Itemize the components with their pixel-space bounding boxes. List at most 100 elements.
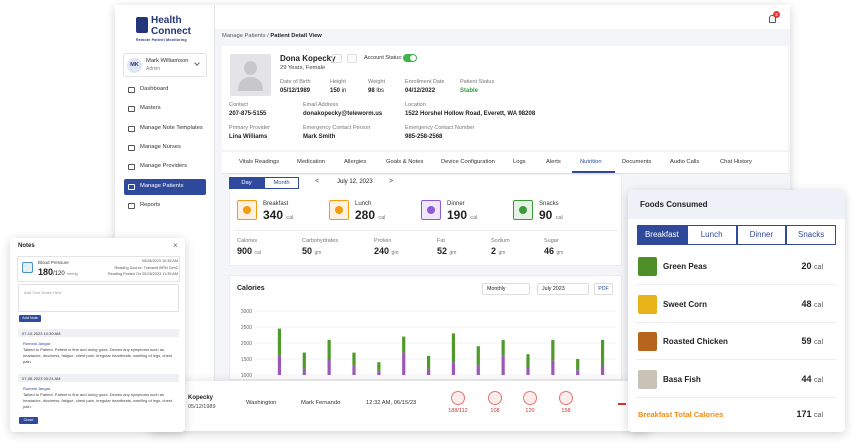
- reading-value: 108: [490, 408, 500, 414]
- note-input[interactable]: Add Your Notes Here: [18, 284, 179, 312]
- nutrition-card: [229, 174, 622, 266]
- field-number: 207-875-5155: [229, 111, 267, 117]
- nutrient-value: 900 cal: [237, 246, 261, 256]
- reading-meta: 05/28/2023 10:35 AM: [141, 259, 178, 263]
- field-label: Date of Birth: [280, 79, 311, 85]
- nav-icon: [128, 183, 135, 190]
- photo-body: [238, 77, 263, 91]
- nav-item[interactable]: Manage Nurses: [140, 143, 181, 150]
- diastolic: /120: [53, 271, 65, 277]
- nutrient-number: 46: [544, 246, 555, 256]
- entry-author: Romeal Jangar: [23, 386, 51, 391]
- nav-item[interactable]: Manage Providers: [140, 163, 188, 170]
- food-value: 48: [801, 298, 812, 309]
- foods-title: Foods Consumed: [640, 200, 708, 209]
- total-number: 171: [796, 409, 812, 419]
- food-calories: 59 cal: [802, 336, 823, 346]
- nav-item[interactable]: Masters: [140, 105, 161, 112]
- field-unit: lbs: [376, 88, 385, 94]
- prev[interactable]: <: [315, 178, 320, 185]
- food-calories: 20 cal: [802, 261, 823, 271]
- field-unit: in: [341, 88, 347, 94]
- reading-value: 158: [561, 408, 571, 414]
- field-number: 98: [368, 88, 375, 94]
- range-button[interactable]: Month: [264, 177, 299, 189]
- tab[interactable]: Medication: [297, 159, 326, 165]
- field-label: Primary Provider: [229, 125, 270, 131]
- nav-item[interactable]: Dashboard: [140, 86, 169, 92]
- field-label: Enrollment Date: [405, 79, 445, 85]
- avatar: MK: [127, 58, 142, 73]
- foods-header: [628, 190, 845, 219]
- tab[interactable]: Chat History: [720, 159, 752, 165]
- food-tab[interactable]: Snacks: [786, 225, 836, 245]
- entry-text: Talked to Patient. Patient is fine and d…: [23, 392, 172, 409]
- patient-name: Dona Kopecky: [280, 54, 336, 63]
- field-number: Stable: [460, 88, 479, 94]
- nutrient-value: 50 gm: [302, 246, 321, 256]
- next[interactable]: >: [389, 178, 394, 185]
- reading-icon: [488, 391, 502, 405]
- field-value: Lina Williams: [229, 134, 267, 140]
- reading-value: 120: [525, 408, 535, 414]
- divider: [234, 230, 617, 231]
- field-label: Height: [330, 79, 346, 85]
- tab[interactable]: Allergies: [344, 159, 367, 165]
- tab[interactable]: Documents: [622, 159, 652, 165]
- meal-number: 280: [355, 208, 376, 222]
- entry-time: 07-08-2023 03:24 AM: [18, 374, 179, 382]
- field-number: donakopecky@teleworm.us: [303, 111, 383, 117]
- nav-icon: [128, 87, 135, 93]
- nutrient-label: Sugar: [544, 238, 559, 244]
- status-label: Account Status:: [364, 55, 403, 61]
- tab[interactable]: Goals & Notes: [386, 159, 424, 165]
- food-tab[interactable]: Dinner: [736, 225, 787, 245]
- date-input[interactable]: July 2023: [537, 283, 589, 295]
- topbar: [215, 5, 790, 29]
- logo-line2: Connect: [151, 26, 191, 37]
- nutrient-unit: gm: [449, 250, 457, 256]
- tab[interactable]: Alerts: [546, 159, 561, 165]
- reading-icon: [523, 391, 537, 405]
- reading-unit: mmHg: [67, 272, 78, 276]
- reading-icon: [559, 391, 573, 405]
- food-unit: cal: [814, 301, 823, 309]
- tab[interactable]: Audio Calls: [670, 159, 700, 165]
- close-button[interactable]: Close: [19, 417, 38, 424]
- range-button[interactable]: Day: [229, 177, 264, 189]
- tab[interactable]: Device Configuration: [441, 159, 495, 165]
- bottom-strip: [150, 381, 650, 431]
- nutrient-label: Calories: [237, 238, 258, 244]
- pdf-button[interactable]: PDF: [594, 283, 613, 295]
- nav-item[interactable]: Reports: [140, 201, 161, 208]
- food-unit: cal: [814, 376, 823, 384]
- nav-item[interactable]: Manage Patients: [140, 182, 184, 189]
- field-number: 04/12/2022: [405, 88, 436, 94]
- tab[interactable]: Nutrition: [580, 159, 602, 165]
- badge: 2: [773, 11, 780, 18]
- nutrient-unit: gm: [556, 250, 564, 256]
- meal-number: 340: [263, 208, 284, 222]
- notes-close-icon[interactable]: ×: [173, 241, 178, 250]
- food-image: [638, 369, 657, 389]
- breadcrumb-current: Patient Detail View: [270, 33, 322, 39]
- systolic: 180: [38, 267, 54, 277]
- meal-glyph: [427, 206, 435, 214]
- period-select[interactable]: Monthly: [482, 283, 530, 295]
- nav-item[interactable]: Manage Note Templates: [140, 124, 203, 131]
- food-tab[interactable]: Lunch: [686, 225, 737, 245]
- reading-value: 188/112: [448, 408, 468, 414]
- nav-icon: [128, 202, 135, 209]
- tab[interactable]: Vitals Readings: [239, 159, 280, 165]
- meal-number: 190: [447, 208, 468, 222]
- field-label: Emergency Contact Person: [303, 125, 371, 131]
- nav-icon: [128, 106, 135, 113]
- tab[interactable]: Logs: [513, 159, 526, 165]
- reading-value: 180/120 mmHg: [38, 267, 78, 277]
- food-unit: cal: [814, 339, 823, 346]
- food-tab[interactable]: Breakfast: [637, 225, 687, 245]
- strip-datetime: 12:32 AM, 06/15/23: [366, 400, 417, 406]
- strip-dob: 05/12/1989: [188, 404, 216, 410]
- total-unit: cal: [814, 412, 823, 419]
- add-note-button[interactable]: Add Note: [19, 315, 41, 322]
